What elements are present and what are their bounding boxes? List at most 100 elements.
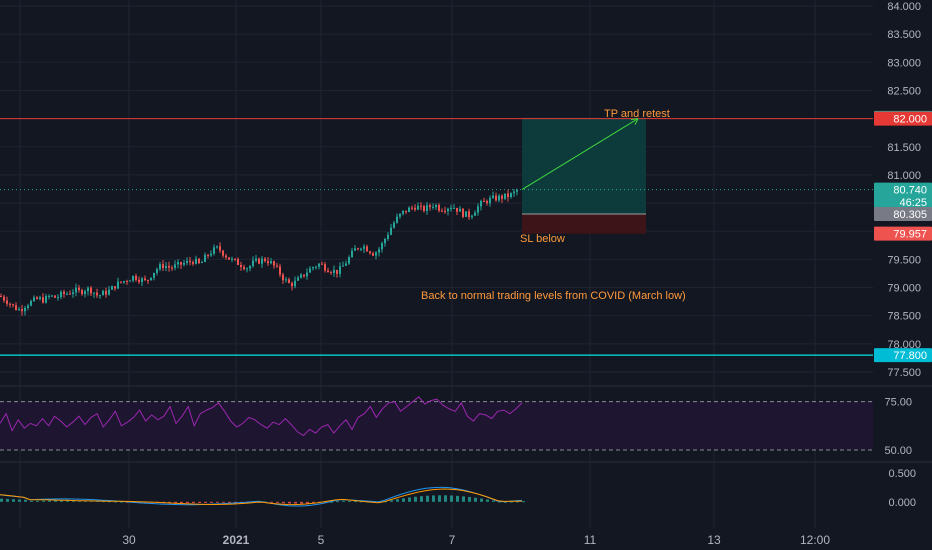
candle-body [384, 238, 386, 244]
rsi-line [0, 396, 523, 437]
macd-histogram-bar [276, 501, 279, 503]
price-tick-label: 83.000 [887, 57, 921, 69]
macd-histogram-bar [66, 500, 69, 502]
candle-body [78, 287, 80, 291]
candle-body [369, 251, 371, 254]
candle-body [465, 211, 467, 217]
price-tick-label: 81.000 [887, 170, 921, 182]
macd-line [0, 486, 523, 507]
candle-body [168, 265, 170, 268]
macd-histogram-bar [402, 498, 405, 502]
candle-body [378, 249, 380, 253]
candle-body [39, 297, 41, 299]
price-labels: 82.01482.00080.74046:2580.30579.95777.80… [874, 110, 932, 363]
price-tick-label: 78.500 [887, 311, 921, 323]
candle-body [390, 227, 392, 235]
candle-body [435, 205, 437, 207]
macd-histogram-bar [510, 501, 513, 503]
time-axis[interactable]: 30 2021 5 7 11 13 12:00 [122, 533, 830, 547]
candle-body [348, 257, 350, 264]
candle-body [126, 281, 128, 283]
price-tick-label: 79.500 [887, 254, 921, 266]
candle-body [297, 277, 299, 281]
macd-histogram-bar [438, 495, 441, 502]
candle-body [429, 205, 431, 208]
candle-body [387, 234, 389, 239]
macd-histogram-bar [72, 500, 75, 502]
price-tick-label: 78.000 [887, 339, 921, 351]
candle-body [102, 290, 104, 296]
candle-body [231, 258, 233, 260]
price-tag [874, 194, 932, 209]
candle-body [18, 309, 20, 311]
candle-body [402, 210, 404, 214]
candle-body [396, 216, 398, 223]
candle-body [135, 275, 137, 280]
candle-body [207, 254, 209, 256]
macd-histogram-bar [504, 501, 507, 503]
candle-body [120, 281, 122, 283]
signal-line [0, 488, 523, 506]
candle-body [54, 295, 56, 298]
time-tick-label: 13 [707, 533, 721, 547]
candle-body [270, 261, 272, 264]
macd-histogram-bar [450, 495, 453, 502]
time-tick-label: 5 [318, 533, 325, 547]
candle-body [51, 295, 53, 297]
candle-body [408, 207, 410, 213]
candle-body [507, 193, 509, 198]
candle-body [75, 287, 77, 293]
candle-body [111, 286, 113, 290]
candle-body [267, 261, 269, 264]
candle-body [162, 264, 164, 269]
candle-body [60, 291, 62, 298]
candle-body [237, 259, 239, 266]
candle-body [288, 279, 290, 284]
candle-body [252, 260, 254, 267]
macd-histogram-bar [426, 495, 429, 502]
candle-body [414, 207, 416, 210]
time-tick-label: 7 [449, 533, 456, 547]
macd-histogram-bar [48, 500, 51, 502]
candle-body [249, 266, 251, 269]
candle-body [318, 263, 320, 267]
price-tag [874, 348, 932, 363]
candle-body [330, 272, 332, 274]
candle-body [42, 297, 44, 303]
trend-arrow-head [630, 118, 639, 125]
candle-body [453, 207, 455, 209]
candle-body [132, 275, 134, 281]
candle-body [48, 295, 50, 297]
macd-histogram-bar [288, 501, 291, 504]
candle-body [444, 211, 446, 213]
candle-body [3, 296, 5, 301]
candle-body [471, 215, 473, 218]
candle-body [189, 260, 191, 263]
macd-histogram-bar [108, 501, 111, 503]
candle-body [420, 205, 422, 207]
candle-body [96, 292, 98, 296]
candle-body [441, 210, 443, 212]
candle-body [357, 248, 359, 250]
candle-body [489, 197, 491, 204]
macd-histogram-bar [306, 501, 309, 504]
macd-histogram-bar [294, 501, 297, 504]
candle-body [450, 207, 452, 209]
candle-body [498, 195, 500, 201]
candle-body [144, 278, 146, 280]
candle-body [246, 268, 248, 270]
price-tick-label: 79.000 [887, 283, 921, 295]
candle-body [426, 205, 428, 211]
price-axis[interactable]: 84.00083.50083.00082.50082.00081.50081.0… [884, 1, 921, 509]
macd-histogram-bar [234, 501, 237, 503]
candle-body [333, 269, 335, 273]
candle-body [240, 265, 242, 268]
candle-body [156, 269, 158, 273]
macd-histogram-bar [312, 501, 315, 504]
candle-body [210, 253, 212, 256]
macd-histogram-bar [456, 495, 459, 502]
trend-arrow-line [521, 118, 639, 190]
candle-body [228, 257, 230, 260]
candle-body [45, 296, 47, 303]
